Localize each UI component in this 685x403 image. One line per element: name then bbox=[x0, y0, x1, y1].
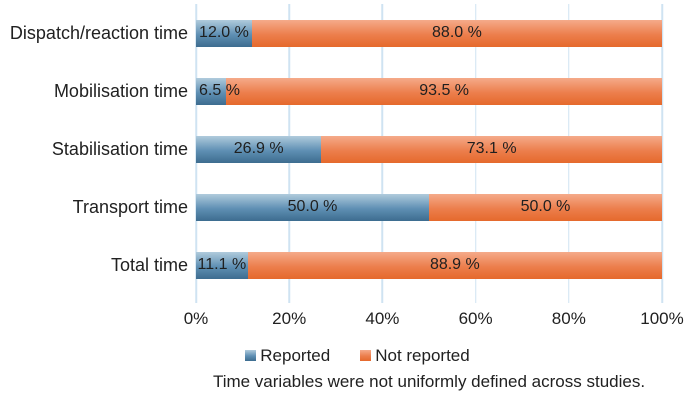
bar-row: 50.0 % 50.0 % bbox=[196, 178, 662, 236]
x-tick-label: 20% bbox=[272, 309, 307, 328]
not-reported-segment: 73.1 % bbox=[321, 135, 662, 163]
segment-value-label: 50.0 % bbox=[520, 198, 571, 215]
legend-item-not-reported: Not reported bbox=[360, 347, 470, 364]
segment-value-label: 12.0 % bbox=[199, 24, 249, 41]
legend-marker-not-reported-icon bbox=[360, 350, 372, 361]
x-tick-label: 0% bbox=[183, 309, 209, 328]
reported-segment: 6.5 % bbox=[196, 77, 240, 105]
reported-segment: 12.0 % bbox=[196, 19, 252, 47]
legend: Reported Not reported bbox=[0, 347, 685, 364]
segment-value-label: 88.9 % bbox=[429, 256, 480, 273]
stacked-bar-stabilisation-time: 26.9 % 73.1 % bbox=[196, 135, 662, 163]
legend-marker-reported-icon bbox=[245, 350, 257, 361]
not-reported-segment: 88.0 % bbox=[251, 19, 662, 47]
segment-value-label: 73.1 % bbox=[466, 140, 517, 157]
legend-item-reported: Reported bbox=[245, 347, 330, 364]
not-reported-segment: 50.0 % bbox=[429, 193, 662, 221]
plot-area: 12.0 % 88.0 % 6.5 % 93.5 % 26.9 % 73.1 %… bbox=[195, 4, 663, 303]
category-axis: Dispatch/reaction time Mobilisation time… bbox=[0, 4, 188, 294]
x-tick-label: 40% bbox=[365, 309, 400, 328]
bar-row: 6.5 % 93.5 % bbox=[196, 62, 662, 120]
legend-label: Reported bbox=[260, 346, 331, 365]
bar-row: 11.1 % 88.9 % bbox=[196, 236, 662, 294]
category-label: Mobilisation time bbox=[53, 81, 188, 101]
stacked-bar-mobilisation-time: 6.5 % 93.5 % bbox=[196, 77, 662, 105]
not-reported-segment: 93.5 % bbox=[226, 77, 662, 105]
reported-segment: 50.0 % bbox=[196, 193, 429, 221]
x-tick-label: 100% bbox=[640, 309, 684, 328]
reported-segment: 26.9 % bbox=[196, 135, 322, 163]
x-tick-label: 80% bbox=[551, 309, 586, 328]
not-reported-segment: 88.9 % bbox=[247, 251, 662, 279]
reported-segment: 11.1 % bbox=[196, 251, 248, 279]
bars-container: 12.0 % 88.0 % 6.5 % 93.5 % 26.9 % 73.1 %… bbox=[196, 4, 662, 294]
category-label: Transport time bbox=[72, 197, 188, 217]
stacked-bar-transport-time: 50.0 % 50.0 % bbox=[196, 193, 662, 221]
segment-value-label: 11.1 % bbox=[197, 256, 247, 273]
category-label: Dispatch/reaction time bbox=[9, 23, 188, 43]
segment-value-label: 93.5 % bbox=[419, 82, 470, 99]
bar-row: 12.0 % 88.0 % bbox=[196, 4, 662, 62]
segment-value-label: 6.5 % bbox=[199, 82, 240, 99]
category-label: Total time bbox=[110, 255, 188, 275]
segment-value-label: 50.0 % bbox=[287, 198, 338, 215]
x-axis: 0% 20% 40% 60% 80% 100% bbox=[184, 309, 684, 331]
legend-label: Not reported bbox=[375, 346, 470, 365]
segment-value-label: 88.0 % bbox=[432, 24, 482, 41]
bar-row: 26.9 % 73.1 % bbox=[196, 120, 662, 178]
stacked-bar-total-time: 11.1 % 88.9 % bbox=[196, 251, 662, 279]
category-label: Stabilisation time bbox=[51, 139, 188, 159]
figure-caption: Time variables were not uniformly define… bbox=[212, 372, 646, 391]
segment-value-label: 26.9 % bbox=[233, 140, 284, 157]
stacked-bar-dispatch-reaction-time: 12.0 % 88.0 % bbox=[196, 19, 662, 47]
x-tick-label: 60% bbox=[458, 309, 493, 328]
